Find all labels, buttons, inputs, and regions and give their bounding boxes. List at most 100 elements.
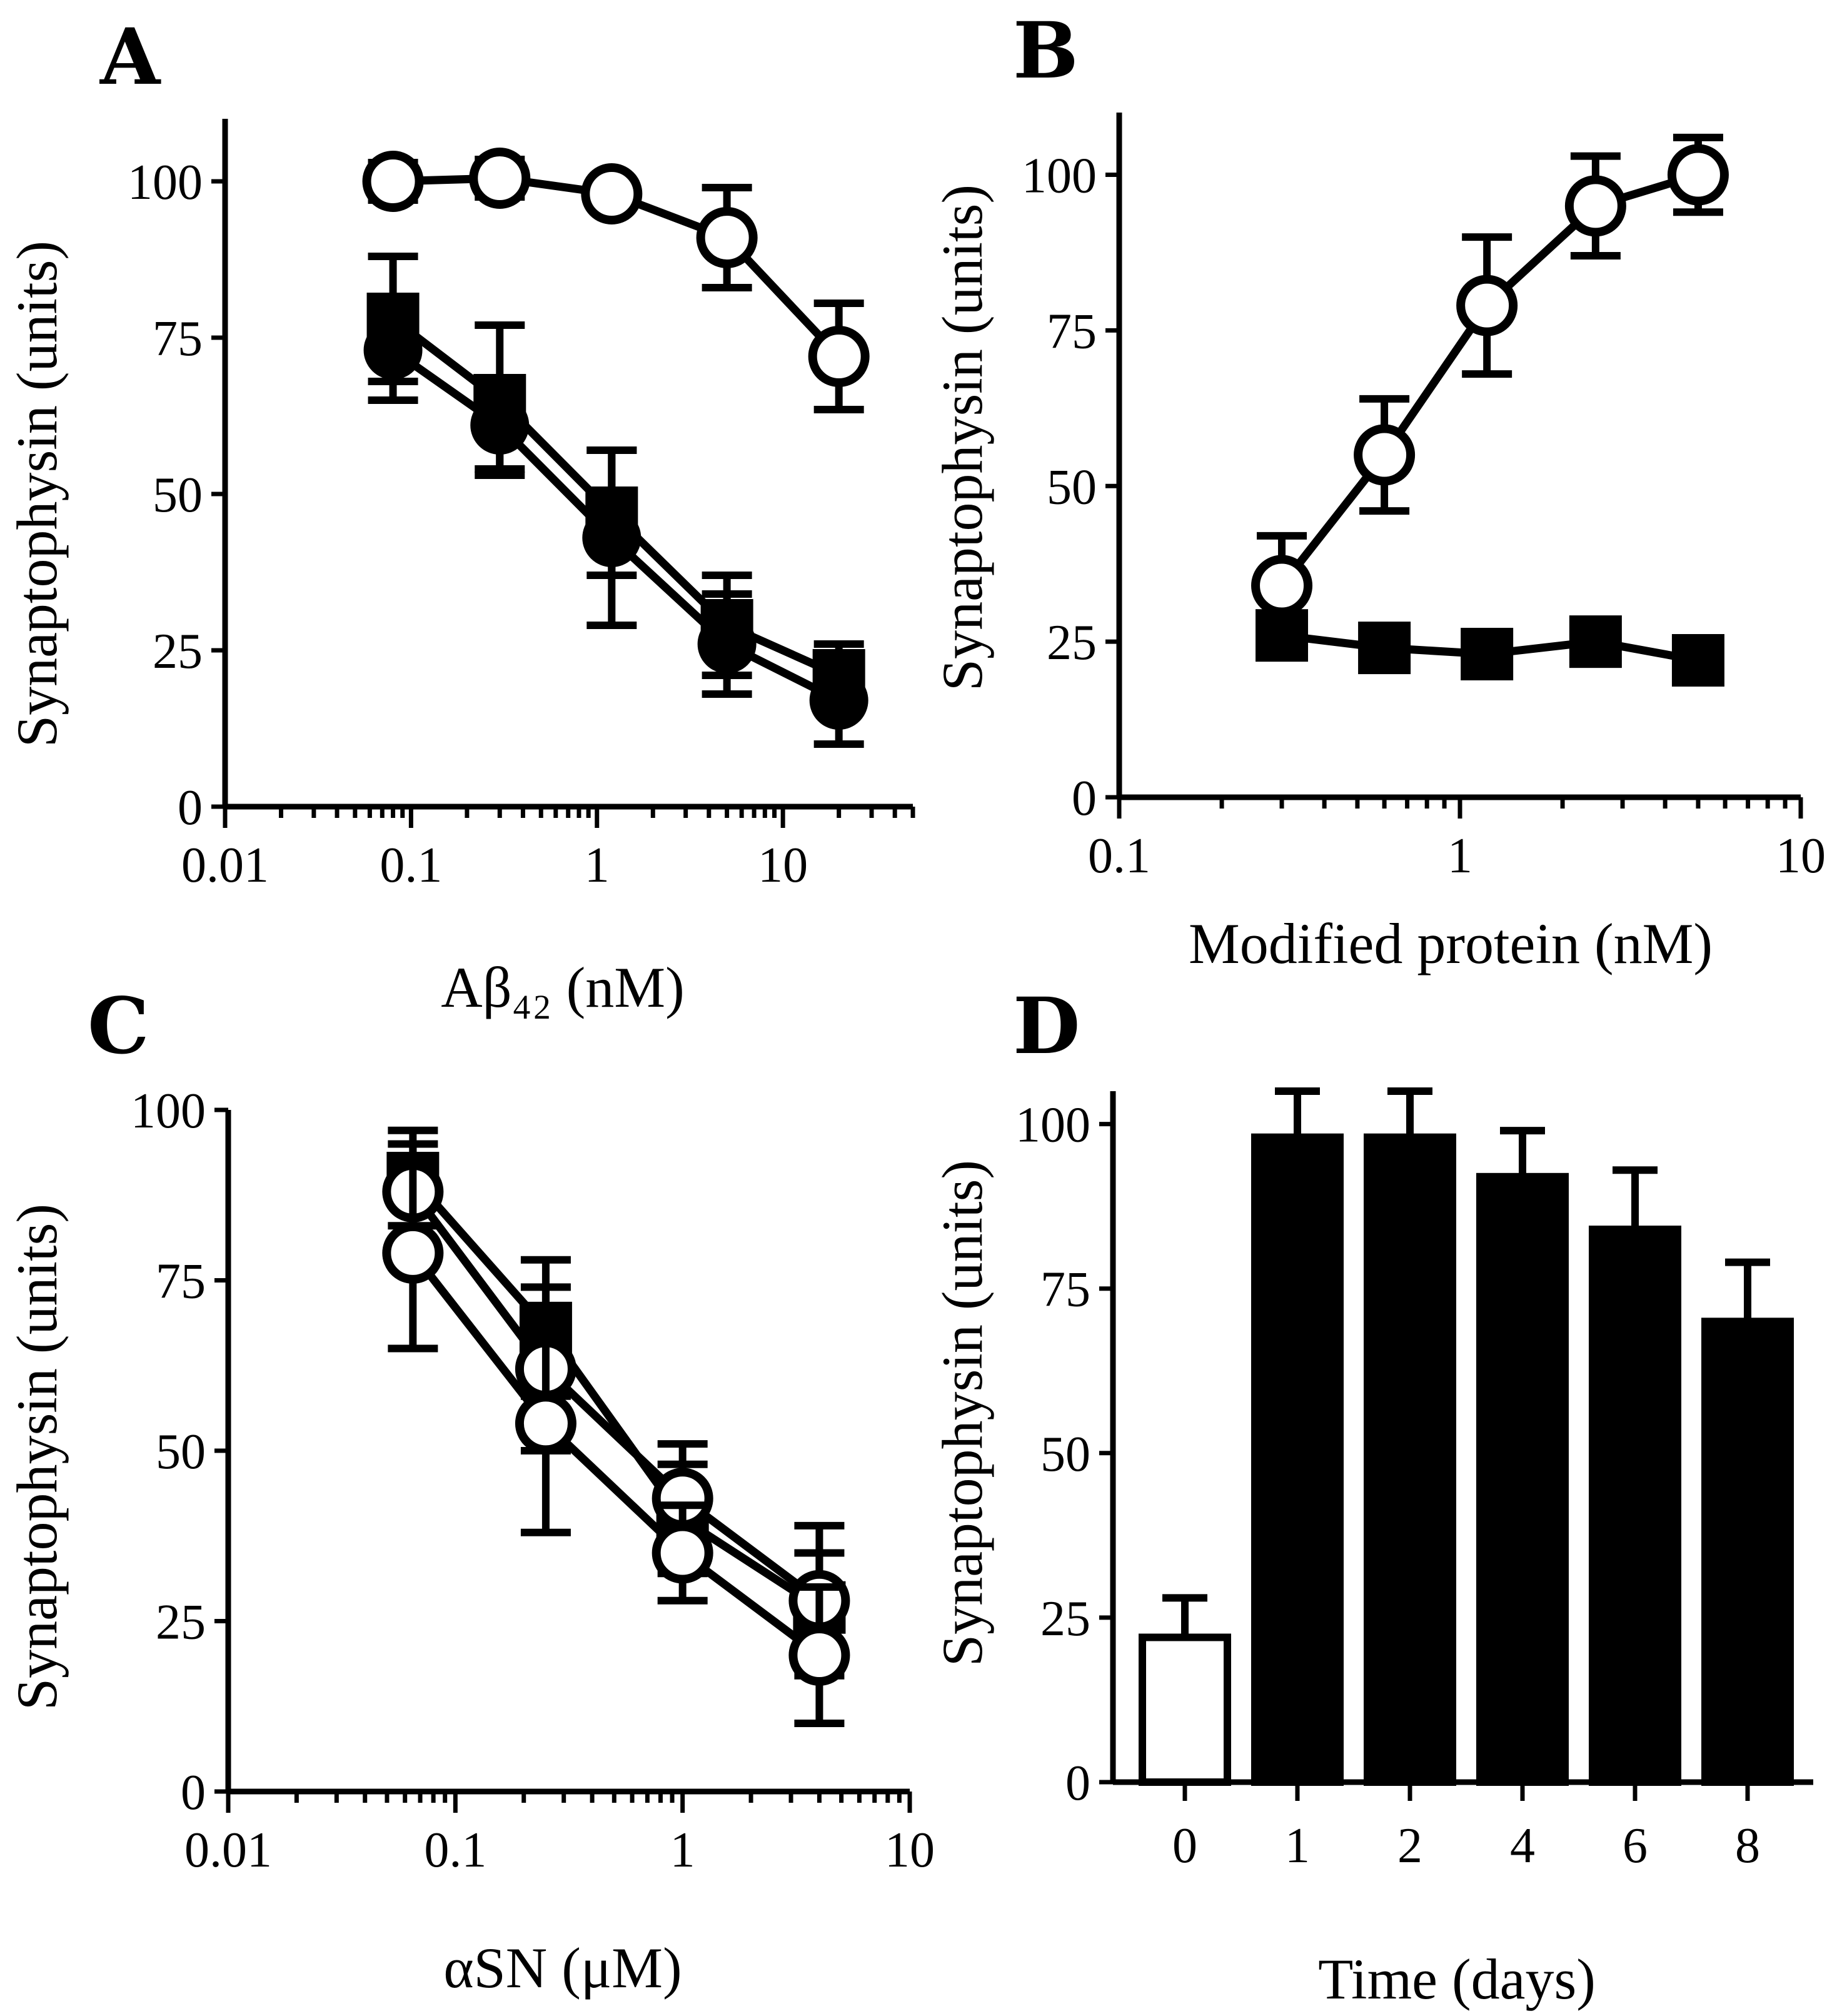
panel-d-letter: D bbox=[1013, 981, 1080, 1072]
panel-d-chart: D Synaptophysin (units) Time (days) 0 25 5… bbox=[930, 981, 1813, 2011]
panel-c-series-line bbox=[410, 1250, 822, 1659]
panel-b-x-tick-label: 0.1 bbox=[1088, 829, 1150, 884]
panel-b-y-tick-label: 25 bbox=[1047, 615, 1097, 670]
panel-a-letter: A bbox=[99, 12, 161, 103]
panel-a-data-point bbox=[697, 615, 757, 673]
panel-c-x-tick-label: 10 bbox=[885, 1823, 935, 1878]
panel-d-bar bbox=[1701, 1318, 1794, 1786]
panel-d-x-axis-label: Time (days) bbox=[1318, 1947, 1596, 2011]
panel-c-x-tick-label: 0.1 bbox=[424, 1823, 486, 1878]
panel-a-y-tick-label: 25 bbox=[153, 624, 203, 679]
panel-a-x-tick-label: 0.1 bbox=[380, 838, 442, 893]
panel-b-y-tick-label: 75 bbox=[1047, 304, 1097, 359]
panel-b-data-point bbox=[1456, 275, 1518, 336]
panel-c-letter: C bbox=[88, 981, 149, 1072]
panel-a-chart: A Synaptophysin (units) Aβ₄₂ (nM) 0 25 50 7… bbox=[5, 12, 915, 1019]
panel-b-series-1 bbox=[1251, 133, 1729, 640]
panel-b-y-axis-label: Synaptophysin (units) bbox=[930, 184, 994, 691]
panel-b-data-point bbox=[1671, 634, 1724, 687]
panel-a-x-tick-label: 1 bbox=[585, 838, 610, 893]
panel-b-data-point bbox=[1569, 615, 1622, 668]
panel-b-chart: B Synaptophysin (units) Modified protein… bbox=[930, 6, 1826, 975]
panel-d-x-tick-label: 4 bbox=[1510, 1818, 1535, 1873]
panel-d-y-tick-label: 75 bbox=[1040, 1263, 1090, 1318]
panel-b-y-tick-label: 50 bbox=[1047, 460, 1097, 515]
panel-d-bar bbox=[1139, 1633, 1231, 1786]
panel-a-y-axis-label: Synaptophysin (units) bbox=[5, 241, 69, 747]
panel-c-x-tick-label: 1 bbox=[670, 1823, 695, 1878]
panel-d-x-tick-label: 1 bbox=[1285, 1818, 1310, 1873]
panel-c-data-point bbox=[515, 1393, 576, 1454]
panel-a-data-point bbox=[470, 396, 530, 455]
panel-d-bar-group: 2 bbox=[1364, 1087, 1456, 1873]
panel-a-series-1 bbox=[362, 148, 870, 413]
panel-d-x-tick-label: 2 bbox=[1397, 1818, 1422, 1873]
panel-c-chart: C Synaptophysin (units) αSN (μM) 0 25 50 75… bbox=[5, 981, 935, 2000]
panel-a-series-3 bbox=[363, 296, 868, 748]
panel-c-y-tick-label: 75 bbox=[156, 1254, 206, 1309]
panel-a-series-2 bbox=[366, 253, 865, 710]
panel-a-data-point bbox=[581, 163, 643, 224]
panel-b-data-point bbox=[1358, 622, 1411, 675]
panel-c-y-tick-label: 25 bbox=[156, 1595, 206, 1650]
panel-d-x-tick-label: 0 bbox=[1172, 1818, 1197, 1873]
panel-b-series-2 bbox=[1256, 609, 1724, 687]
panel-b-x-tick-label: 10 bbox=[1776, 829, 1826, 884]
panel-b-y-tick-label: 100 bbox=[1022, 149, 1097, 204]
panel-c-series-line bbox=[410, 1189, 822, 1605]
panel-a-x-axis-label: Aβ₄₂ (nM) bbox=[441, 955, 684, 1019]
panel-d-bar bbox=[1476, 1172, 1569, 1787]
panel-d-y-tick-label: 50 bbox=[1040, 1427, 1090, 1482]
panel-a-x-tick-label: 0.01 bbox=[181, 838, 269, 893]
panel-a-data-point bbox=[808, 326, 870, 387]
panel-c-x-tick-label: 0.01 bbox=[184, 1823, 272, 1878]
panel-b-data-point bbox=[1354, 424, 1416, 486]
panel-c-y-tick-label: 0 bbox=[181, 1765, 206, 1820]
panel-c-y-tick-label: 50 bbox=[156, 1424, 206, 1479]
panel-a-data-point bbox=[469, 148, 531, 209]
panel-d-bar bbox=[1589, 1226, 1681, 1786]
panel-a-y-tick-label: 75 bbox=[153, 311, 203, 366]
panel-c-data-point bbox=[788, 1625, 850, 1686]
panel-c-x-axis-label: αSN (μM) bbox=[443, 1936, 682, 2000]
panel-b-x-axis-label: Modified protein (nM) bbox=[1189, 912, 1713, 975]
panel-a-data-point bbox=[362, 151, 424, 212]
panel-c-y-axis-label: Synaptophysin (units) bbox=[5, 1204, 69, 1710]
panel-d-bar-group: 8 bbox=[1701, 1258, 1794, 1873]
panel-a-data-point bbox=[582, 508, 642, 567]
panel-a-y-tick-label: 0 bbox=[178, 780, 203, 835]
panel-d-y-tick-label: 25 bbox=[1040, 1591, 1090, 1646]
panel-a-y-tick-label: 50 bbox=[153, 468, 203, 523]
panel-c-data-point bbox=[652, 1522, 713, 1584]
panel-d-bar-group: 1 bbox=[1251, 1087, 1344, 1873]
panel-b-y-tick-label: 0 bbox=[1072, 771, 1097, 826]
panel-c-series-1 bbox=[386, 1126, 846, 1666]
panel-d-bar-group: 0 bbox=[1139, 1594, 1231, 1873]
panel-c-data-point bbox=[382, 1222, 444, 1284]
panel-c-y-tick-label: 100 bbox=[131, 1084, 206, 1139]
panel-b-data-point bbox=[1251, 555, 1313, 617]
panel-b-x-tick-label: 1 bbox=[1447, 829, 1472, 884]
panel-a-y-tick-label: 100 bbox=[128, 155, 203, 210]
panel-a-data-point bbox=[363, 321, 423, 380]
panel-c-series-line bbox=[410, 1175, 822, 1611]
panel-b-data-point bbox=[1256, 609, 1309, 662]
panel-d-bar-group: 4 bbox=[1476, 1127, 1569, 1873]
panel-d-x-tick-label: 8 bbox=[1735, 1818, 1760, 1873]
panel-a-data-point bbox=[696, 207, 758, 268]
panel-a-x-tick-label: 10 bbox=[758, 838, 808, 893]
panel-b-data-point bbox=[1667, 144, 1729, 206]
panel-a-data-point bbox=[809, 671, 868, 730]
panel-d-x-tick-label: 6 bbox=[1623, 1818, 1648, 1873]
panel-d-y-axis-label: Synaptophysin (units) bbox=[930, 1160, 994, 1666]
panel-d-y-tick-label: 0 bbox=[1065, 1756, 1090, 1811]
panel-b-data-point bbox=[1461, 628, 1514, 681]
panel-d-bar-group: 6 bbox=[1589, 1166, 1681, 1873]
panel-d-bar bbox=[1251, 1133, 1344, 1786]
panel-d-bar bbox=[1364, 1133, 1456, 1786]
panel-c-series-3 bbox=[382, 1154, 850, 1727]
panel-d-y-tick-label: 100 bbox=[1015, 1098, 1090, 1153]
panel-b-data-point bbox=[1564, 175, 1626, 237]
panel-b-letter: B bbox=[1013, 6, 1079, 96]
